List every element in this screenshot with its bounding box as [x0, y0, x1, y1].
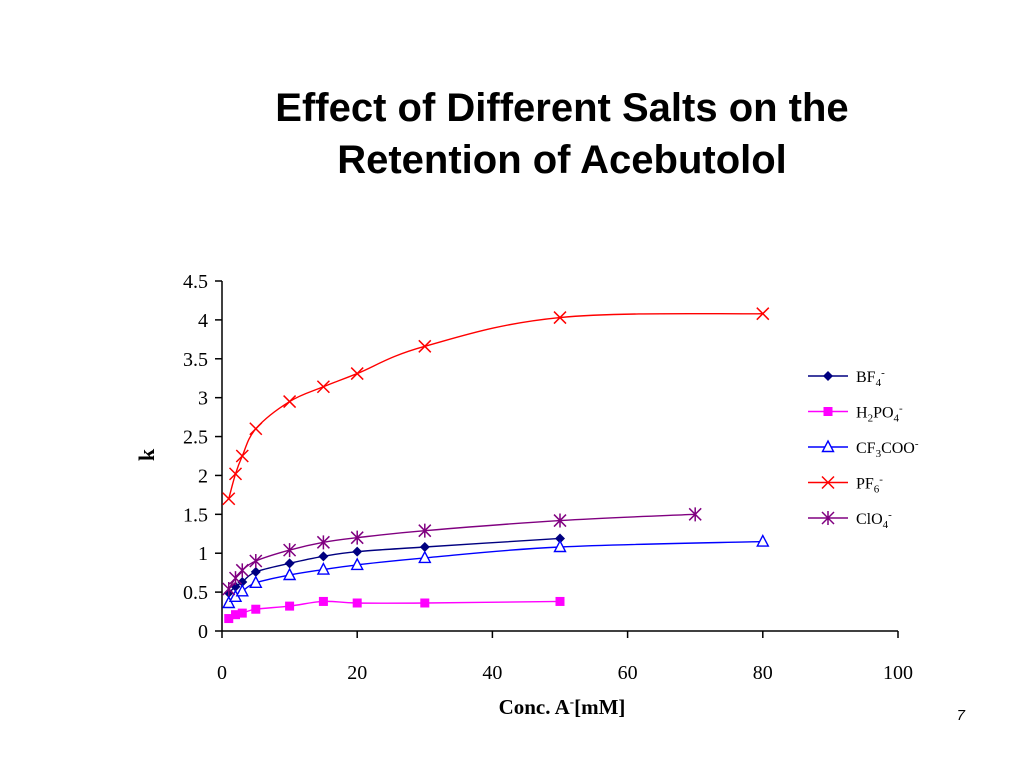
legend-item: PF6- — [808, 474, 883, 496]
legend-label: ClO4- — [856, 509, 892, 531]
legend-marker — [821, 511, 835, 525]
data-point — [222, 595, 236, 609]
data-point — [555, 596, 565, 606]
legend-label: PF6- — [856, 474, 883, 496]
y-tick-label: 4.5 — [183, 271, 208, 293]
data-point — [688, 507, 702, 522]
data-point — [222, 582, 236, 596]
x-tick-label: 60 — [618, 662, 638, 684]
x-tick-label: 80 — [753, 662, 773, 684]
data-point — [282, 567, 297, 581]
data-point — [553, 539, 567, 553]
series-line — [228, 537, 561, 594]
legend-marker — [823, 407, 833, 416]
series-line — [228, 312, 763, 499]
data-point — [418, 550, 432, 564]
data-point — [283, 543, 297, 558]
data-point — [237, 608, 247, 618]
x-tick-label: 0 — [217, 662, 227, 684]
data-point — [237, 577, 248, 587]
series-line — [228, 513, 696, 590]
y-tick-label: 2.5 — [183, 427, 208, 449]
legend-item: ClO4- — [808, 509, 892, 531]
data-point — [316, 562, 331, 575]
legend-marker — [821, 439, 835, 453]
legend-label: CF3COO- — [856, 438, 919, 460]
data-point — [235, 563, 249, 578]
data-point — [249, 575, 263, 588]
series-4 — [222, 507, 702, 596]
legend-item: BF4- — [808, 367, 885, 389]
data-point — [316, 380, 330, 394]
data-point — [235, 583, 249, 597]
series-3 — [222, 307, 770, 506]
series-line — [228, 540, 763, 604]
data-point — [553, 513, 567, 528]
title-line-1: Effect of Different Salts on the — [275, 86, 849, 130]
data-point — [318, 551, 329, 562]
y-tick-label: 0.5 — [183, 582, 208, 604]
data-point — [555, 533, 565, 544]
data-point — [352, 598, 362, 608]
data-point — [420, 598, 430, 608]
x-tick-label: 20 — [347, 662, 367, 684]
page-number: 7 — [956, 707, 965, 724]
y-tick-label: 3.5 — [183, 349, 208, 371]
series-line — [228, 600, 561, 620]
legend-marker — [823, 371, 833, 381]
y-tick-label: 4 — [198, 310, 208, 332]
data-point — [284, 558, 295, 569]
y-tick-label: 0 — [198, 621, 208, 643]
y-tick-label: 1 — [198, 543, 208, 565]
x-tick-label: 40 — [482, 662, 502, 684]
data-point — [222, 492, 236, 506]
data-point — [418, 523, 432, 538]
data-point — [350, 367, 364, 381]
x-axis-label: Conc. A-[mM] — [499, 694, 626, 719]
data-point — [350, 557, 364, 571]
x-tick-label: 100 — [883, 662, 913, 684]
legend-item: H2PO4- — [808, 403, 903, 425]
data-point — [318, 596, 328, 606]
y-tick-label: 3 — [198, 388, 208, 410]
title-line-2: Retention of Acebutolol — [337, 138, 787, 182]
data-point — [553, 311, 567, 325]
data-point — [283, 395, 297, 409]
data-point — [419, 542, 430, 552]
data-point — [228, 467, 243, 481]
legend-label: BF4- — [856, 367, 885, 389]
data-point — [251, 604, 261, 614]
data-point — [316, 535, 330, 550]
data-point — [352, 546, 363, 557]
data-point — [756, 307, 770, 321]
data-point — [249, 554, 263, 568]
legend-marker — [821, 475, 835, 490]
y-axis-label: k — [134, 448, 159, 461]
data-point — [231, 610, 241, 620]
data-point — [285, 601, 295, 611]
data-point — [249, 422, 263, 436]
data-point — [350, 530, 364, 545]
slide-title: Effect of Different Salts on the Retenti… — [150, 82, 974, 186]
legend: BF4- H2PO4- CF3COO- PF6- ClO4- — [808, 367, 919, 531]
legend-item: CF3COO- — [808, 438, 919, 460]
legend-label: H2PO4- — [856, 403, 903, 425]
data-point — [235, 449, 249, 463]
data-point — [756, 534, 770, 547]
data-point — [250, 566, 261, 577]
series-1 — [224, 596, 565, 624]
data-point — [418, 339, 432, 353]
y-tick-label: 2 — [198, 465, 208, 487]
data-point — [224, 614, 234, 624]
series-2 — [222, 534, 770, 609]
y-tick-label: 1.5 — [183, 504, 208, 526]
series-0 — [223, 533, 565, 598]
